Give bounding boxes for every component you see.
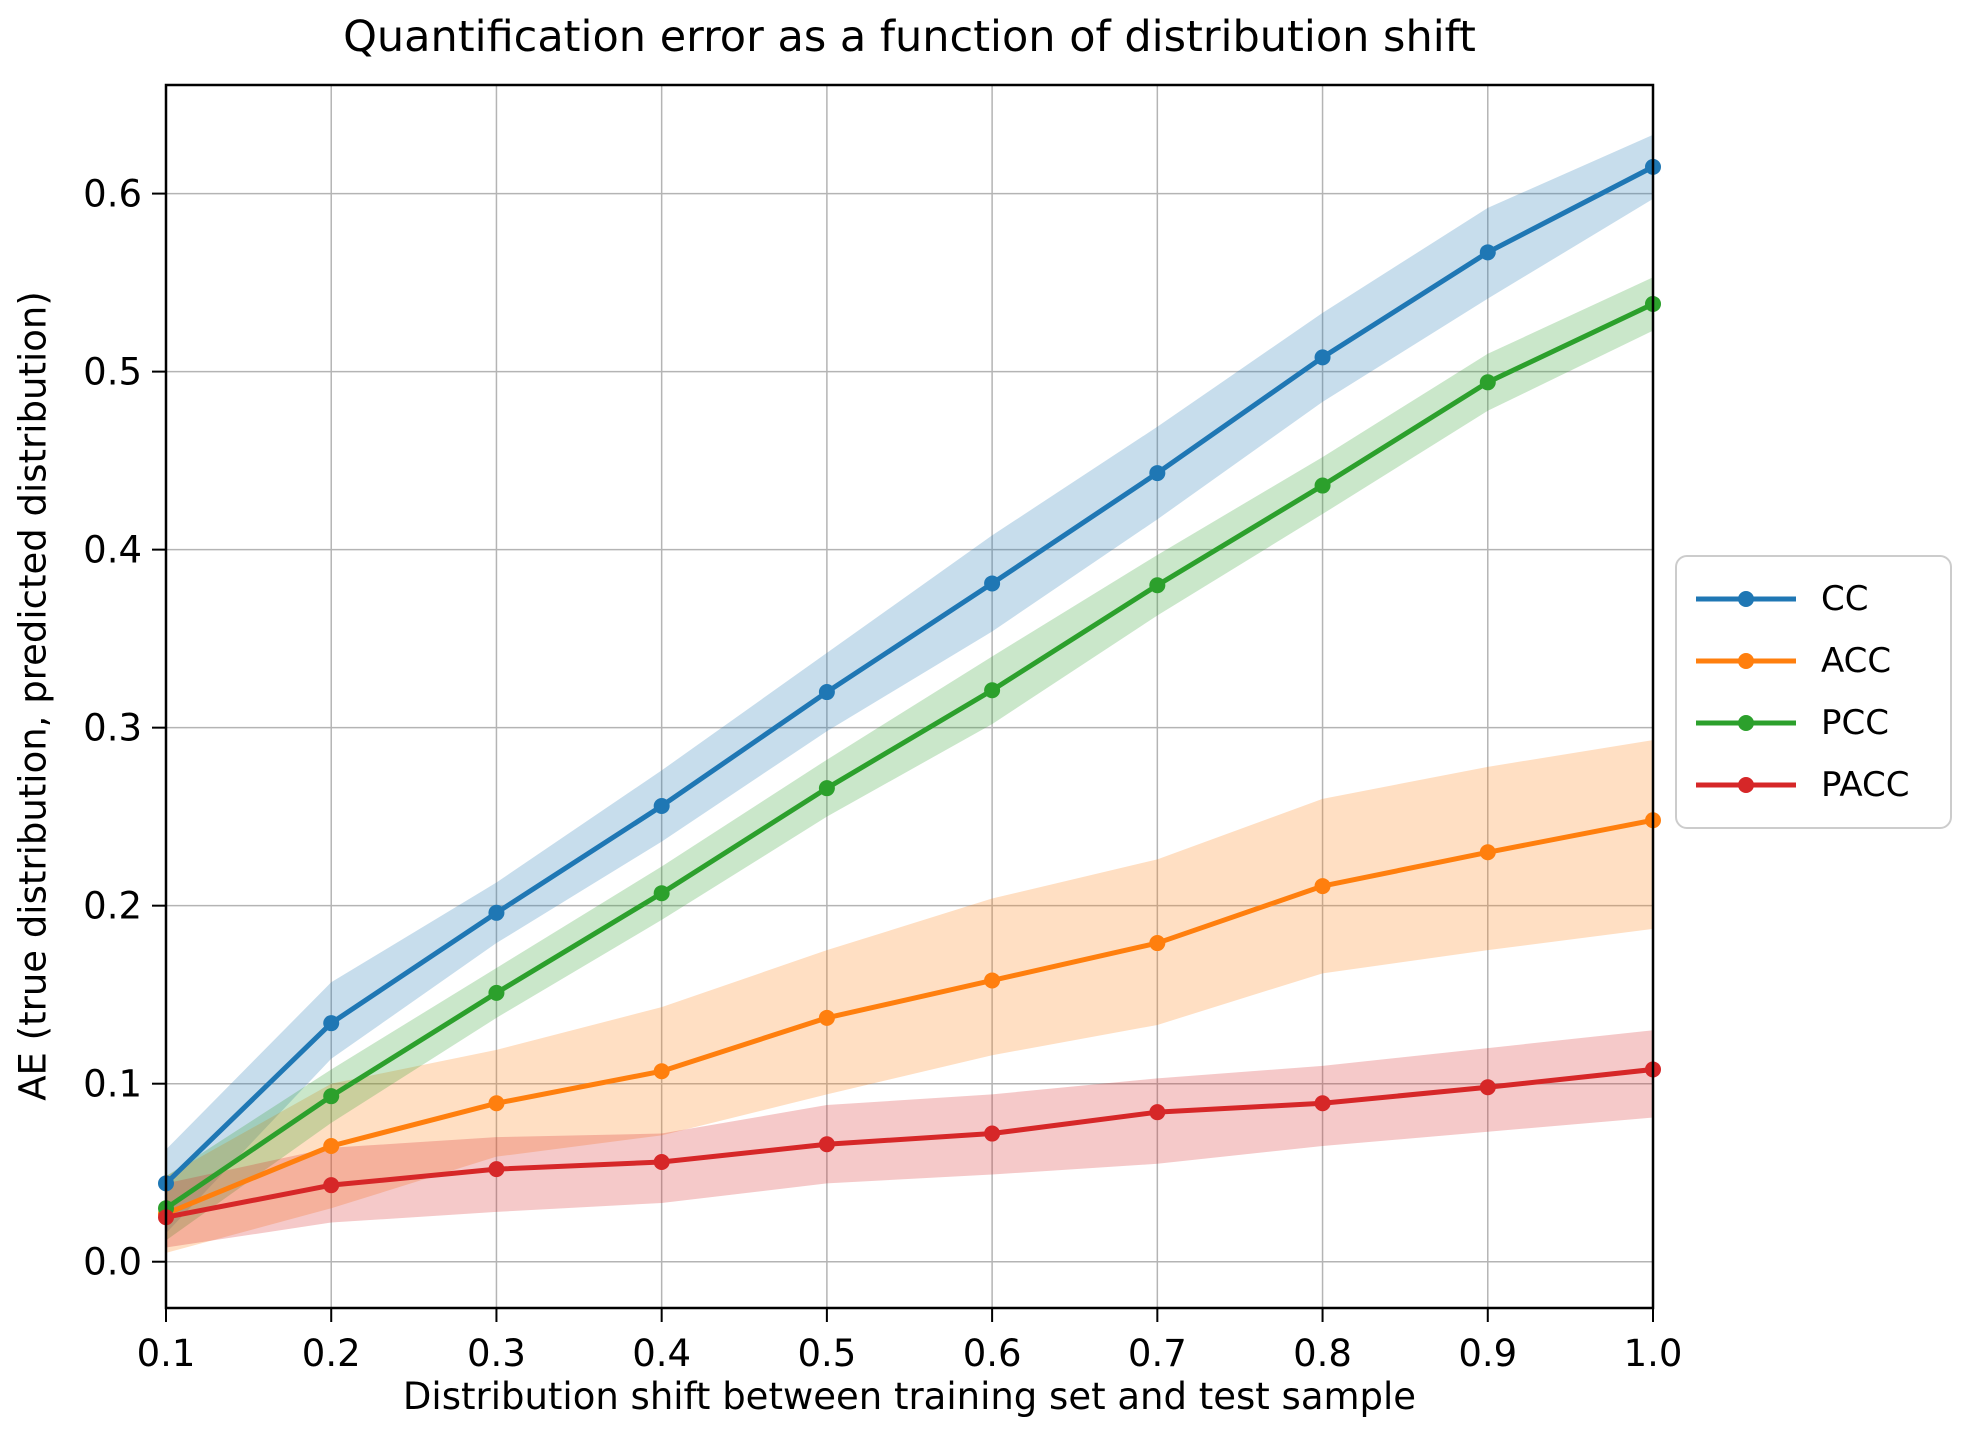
data-point-cc: [488, 904, 505, 921]
legend-label-acc: ACC: [1821, 641, 1892, 681]
legend-item-pacc: PACC: [1677, 765, 1950, 805]
legend-line-sample-cc: [1696, 591, 1796, 607]
y-tick-label: 0.6: [83, 173, 142, 216]
data-point-cc: [653, 797, 670, 814]
data-point-pacc: [1149, 1104, 1166, 1121]
legend-line-sample-acc: [1696, 653, 1796, 669]
data-point-acc: [488, 1095, 505, 1112]
data-point-cc: [1314, 349, 1331, 366]
data-point-pcc: [653, 885, 670, 902]
y-axis-label: AE (true distribution, predicted distrib…: [11, 291, 55, 1101]
data-point-pcc: [1149, 577, 1166, 594]
legend-item-pcc: PCC: [1677, 703, 1950, 743]
confidence-band-pcc: [166, 277, 1653, 1241]
x-tick-label: 1.0: [1624, 1332, 1683, 1375]
data-point-pacc: [323, 1177, 340, 1194]
data-point-acc: [323, 1138, 340, 1155]
y-tick-label: 0.2: [83, 885, 142, 928]
y-tick-label: 0.4: [83, 529, 142, 572]
x-tick-label: 0.3: [467, 1332, 526, 1375]
axes-spines: [164, 83, 1655, 1310]
legend-line-sample-pcc: [1696, 715, 1796, 731]
y-tick-label: 0.0: [83, 1241, 142, 1284]
data-point-pacc: [818, 1136, 835, 1153]
x-tick-label: 0.4: [632, 1332, 691, 1375]
y-tick-label: 0.5: [83, 351, 142, 394]
series-line-cc: [164, 164, 1655, 1186]
legend-item-cc: CC: [1677, 579, 1950, 619]
data-point-pcc: [818, 780, 835, 797]
data-point-acc: [1479, 844, 1496, 861]
data-point-pcc: [323, 1088, 340, 1105]
x-tick-label: 0.9: [1458, 1332, 1517, 1375]
data-point-cc: [1149, 465, 1166, 482]
x-tick-label: 0.1: [137, 1332, 196, 1375]
y-tick-label: 0.1: [83, 1063, 142, 1106]
data-point-pcc: [1479, 374, 1496, 391]
legend-line-sample-pacc: [1696, 777, 1796, 793]
legend-label-cc: CC: [1821, 579, 1869, 619]
series-line-pcc: [164, 301, 1655, 1211]
x-tick-label: 0.6: [963, 1332, 1022, 1375]
data-point-cc: [818, 684, 835, 701]
data-point-acc: [1314, 878, 1331, 895]
data-point-pacc: [653, 1154, 670, 1171]
data-point-pacc: [1314, 1095, 1331, 1112]
data-point-acc: [984, 972, 1001, 989]
data-point-pcc: [1314, 477, 1331, 494]
chart-title: Quantification error as a function of di…: [343, 12, 1476, 62]
data-point-pacc: [488, 1161, 505, 1178]
confidence-band-acc: [166, 740, 1653, 1253]
data-point-acc: [1149, 935, 1166, 952]
x-tick-label: 0.8: [1293, 1332, 1352, 1375]
data-point-pcc: [984, 682, 1001, 699]
data-point-acc: [818, 1009, 835, 1026]
x-tick-label: 0.5: [797, 1332, 856, 1375]
legend-item-acc: ACC: [1677, 641, 1950, 681]
series-line-acc: [165, 817, 1654, 1216]
legend: CC ACC PCC PACC: [1675, 555, 1952, 829]
data-point-cc: [1479, 244, 1496, 261]
confidence-band-cc: [166, 134, 1653, 1234]
data-point-pacc: [1479, 1079, 1496, 1096]
x-tick-label: 0.2: [302, 1332, 361, 1375]
x-axis-label: Distribution shift between training set …: [402, 1375, 1417, 1418]
data-point-cc: [323, 1015, 340, 1032]
series-line-pacc: [165, 1066, 1654, 1220]
y-tick-label: 0.3: [83, 707, 142, 750]
legend-label-pacc: PACC: [1821, 765, 1910, 805]
data-point-acc: [653, 1063, 670, 1080]
legend-label-pcc: PCC: [1821, 703, 1889, 743]
data-point-pacc: [984, 1125, 1001, 1142]
x-tick-label: 0.7: [1128, 1332, 1187, 1375]
data-point-pcc: [488, 984, 505, 1001]
data-point-cc: [984, 575, 1001, 592]
